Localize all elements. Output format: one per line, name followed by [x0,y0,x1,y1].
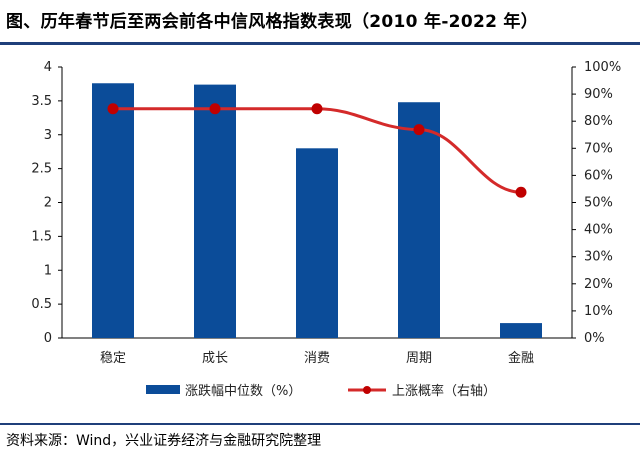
y-right-tick-label: 10% [584,304,613,319]
point-成长 [209,103,221,115]
bar-周期 [398,102,440,338]
y-right-ticks: 0% 10% 20% 30% 40% 50% 60% 70% 80% 90% 100% [572,60,621,346]
y-left-tick-label: 0.5 [31,297,52,312]
y-right-tick-label: 80% [584,114,613,129]
source-note: 资料来源：Wind，兴业证券经济与金融研究院整理 [6,433,322,449]
line-series [107,103,527,198]
y-right-tick-label: 50% [584,196,613,211]
bar-series [92,83,542,338]
point-稳定 [107,103,119,115]
point-金融 [515,186,527,198]
y-left-tick-label: 2.5 [31,162,52,177]
point-消费 [311,103,323,115]
y-left-tick-label: 0 [44,331,52,346]
y-right-tick-label: 30% [584,250,613,265]
y-right-tick-label: 100% [584,60,621,75]
y-left-tick-label: 3.5 [31,94,52,109]
legend-line-marker [363,386,371,394]
x-tick-label: 稳定 [100,350,126,366]
y-left-tick-label: 1.5 [31,229,52,244]
bar-金融 [500,323,542,338]
x-tick-label: 消费 [304,351,330,366]
y-right-tick-label: 90% [584,87,613,102]
y-right-tick-label: 60% [584,168,613,183]
y-right-tick-label: 40% [584,223,613,238]
y-left-tick-label: 4 [44,60,52,75]
source-divider [0,423,640,425]
title-divider [0,42,640,45]
chart: 0 0.5 1 1.5 2 2.5 3 3.5 4 0% 10% 20% 30% 40% 50% 60% 70… [31,60,621,399]
chart-title: 图、历年春节后至两会前各中信风格指数表现（2010 年-2022 年） [6,12,539,32]
x-tick-label: 金融 [508,350,534,366]
x-tick-label: 成长 [202,351,228,366]
legend-bar-label: 涨跌幅中位数（%） [185,383,301,399]
legend: 涨跌幅中位数（%） 上涨概率（右轴） [146,383,496,399]
x-ticks: 稳定 成长 消费 周期 金融 [100,350,534,366]
bar-消费 [296,148,338,338]
y-right-tick-label: 0% [584,331,605,346]
y-right-tick-label: 70% [584,141,613,156]
y-left-tick-label: 3 [44,128,52,143]
y-right-tick-label: 20% [584,277,613,292]
legend-bar-swatch [146,385,180,394]
x-tick-label: 周期 [406,351,432,366]
point-周期 [413,124,425,136]
legend-line-label: 上涨概率（右轴） [392,383,496,399]
bar-成长 [194,84,236,338]
y-left-tick-label: 2 [44,196,52,211]
y-left-ticks: 0 0.5 1 1.5 2 2.5 3 3.5 4 [31,60,62,346]
y-left-tick-label: 1 [44,263,52,278]
bar-稳定 [92,83,134,338]
